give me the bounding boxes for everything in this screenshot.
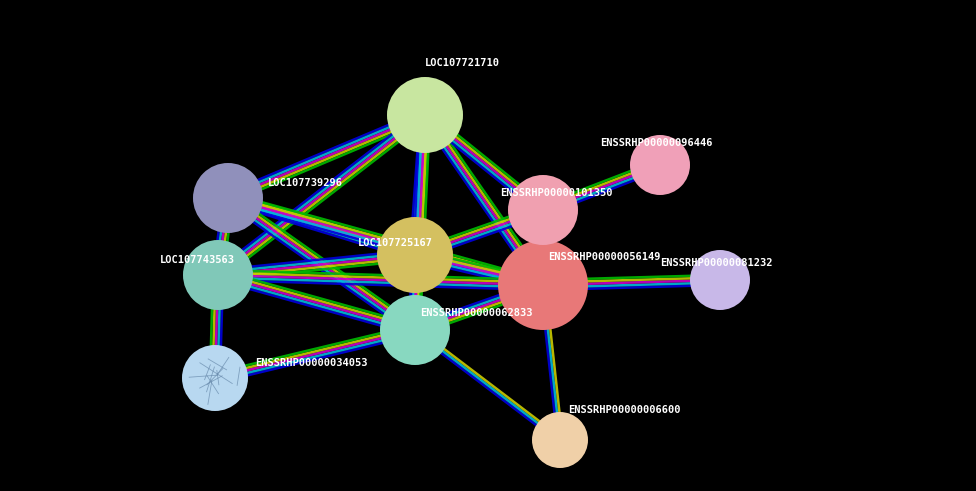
Text: ENSSRHP00000096446: ENSSRHP00000096446 <box>600 138 712 148</box>
Text: ENSSRHP00000101350: ENSSRHP00000101350 <box>500 188 613 198</box>
Circle shape <box>193 163 263 233</box>
Text: ENSSRHP00000034053: ENSSRHP00000034053 <box>255 358 368 368</box>
Text: LOC107721710: LOC107721710 <box>425 58 500 68</box>
Text: LOC107739296: LOC107739296 <box>268 178 343 188</box>
Text: ENSSRHP00000006600: ENSSRHP00000006600 <box>568 405 680 415</box>
Circle shape <box>508 175 578 245</box>
Circle shape <box>532 412 588 468</box>
Circle shape <box>690 250 750 310</box>
Text: LOC107725167: LOC107725167 <box>358 238 433 248</box>
Text: ENSSRHP00000056149: ENSSRHP00000056149 <box>548 252 661 262</box>
Circle shape <box>630 135 690 195</box>
Circle shape <box>498 240 588 330</box>
Text: ENSSRHP00000081232: ENSSRHP00000081232 <box>660 258 772 268</box>
Text: ENSSRHP00000062833: ENSSRHP00000062833 <box>420 308 533 318</box>
Circle shape <box>182 345 248 411</box>
Circle shape <box>387 77 463 153</box>
Circle shape <box>183 240 253 310</box>
Text: LOC107743563: LOC107743563 <box>160 255 235 265</box>
Circle shape <box>380 295 450 365</box>
Circle shape <box>377 217 453 293</box>
